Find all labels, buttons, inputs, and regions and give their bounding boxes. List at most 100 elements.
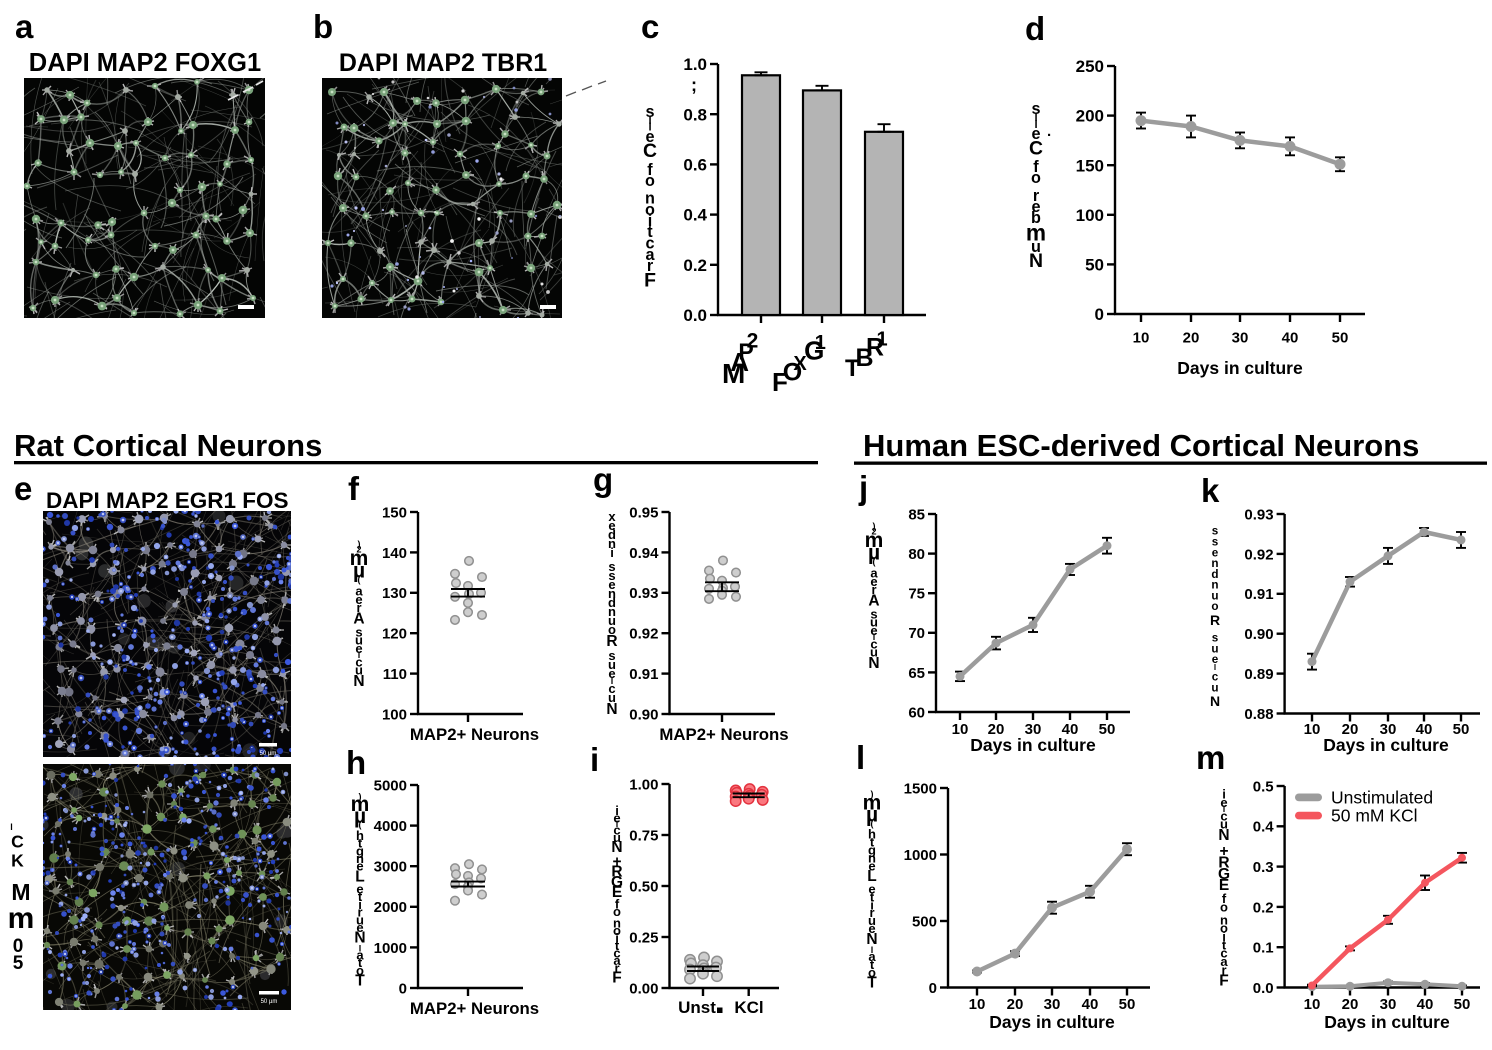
svg-text:0.95: 0.95 (629, 504, 658, 521)
svg-text:0.89: 0.89 (1244, 666, 1273, 683)
svg-text:10: 10 (969, 996, 986, 1013)
svg-text:1500: 1500 (904, 780, 937, 797)
svg-text:50: 50 (1332, 330, 1349, 347)
svg-text:i: i (1222, 787, 1226, 802)
svg-text:30: 30 (1044, 996, 1061, 1013)
svg-text:20: 20 (1183, 330, 1200, 347)
svg-text:g: g (356, 843, 364, 858)
svg-text:f: f (615, 897, 620, 912)
svg-text:o: o (608, 622, 616, 637)
svg-text:a: a (645, 246, 655, 264)
svg-text:e: e (14, 470, 32, 507)
svg-text:l: l (856, 739, 865, 776)
svg-text:0: 0 (1095, 305, 1104, 324)
svg-text:m: m (351, 793, 370, 816)
svg-text:0.6: 0.6 (683, 156, 707, 175)
svg-text:m: m (1196, 739, 1225, 776)
svg-text:M: M (11, 879, 30, 905)
svg-text:0.3: 0.3 (1253, 859, 1274, 876)
svg-text:h: h (346, 744, 366, 781)
svg-text:l: l (648, 115, 651, 127)
svg-text:x: x (608, 509, 616, 524)
svg-text:0.91: 0.91 (629, 666, 658, 683)
svg-text:l: l (1214, 663, 1216, 672)
svg-text:20: 20 (1342, 996, 1359, 1013)
svg-text:i: i (610, 545, 614, 560)
svg-text:d: d (608, 595, 616, 610)
svg-text:0.5: 0.5 (1253, 778, 1274, 795)
svg-text:T: T (867, 975, 877, 992)
svg-text:140: 140 (382, 545, 407, 562)
svg-text:30: 30 (1232, 330, 1249, 347)
svg-text:e: e (1031, 198, 1040, 216)
svg-text:u: u (356, 912, 364, 927)
svg-text:30: 30 (1380, 996, 1397, 1013)
svg-text:MAP2+ Neurons: MAP2+ Neurons (659, 725, 788, 744)
svg-text:75: 75 (908, 586, 925, 603)
svg-text:100: 100 (382, 706, 407, 723)
svg-text:e: e (608, 666, 615, 681)
svg-text:µ: µ (866, 803, 878, 826)
svg-text:a: a (613, 953, 621, 968)
svg-text:b: b (313, 8, 333, 45)
svg-text:b: b (1031, 209, 1041, 227)
svg-text:0.93: 0.93 (629, 585, 658, 602)
svg-text:10: 10 (1304, 721, 1321, 738)
svg-text:s: s (1031, 100, 1040, 118)
svg-text:l: l (648, 122, 651, 134)
svg-text:r: r (869, 905, 874, 920)
svg-text:N: N (354, 930, 365, 947)
svg-text:): ) (871, 789, 874, 799)
svg-text:MAP2+ Neurons: MAP2+ Neurons (410, 999, 539, 1018)
svg-text:): ) (358, 539, 361, 549)
svg-text:0: 0 (13, 936, 24, 957)
svg-text:1: 1 (877, 328, 888, 350)
svg-text:0.1: 0.1 (1253, 940, 1274, 957)
svg-text:g: g (593, 461, 613, 498)
svg-text:N: N (868, 655, 879, 672)
svg-text:e: e (870, 623, 877, 638)
svg-text:s: s (1212, 536, 1219, 549)
svg-text:500: 500 (912, 913, 937, 930)
svg-text:c: c (645, 235, 654, 253)
svg-text:M: M (722, 358, 745, 389)
svg-text:t: t (358, 955, 363, 970)
svg-text:l: l (10, 822, 13, 832)
svg-text:0: 0 (929, 980, 937, 997)
svg-text:o: o (1220, 899, 1228, 914)
svg-text:50: 50 (1453, 721, 1470, 738)
svg-text:a: a (355, 584, 363, 599)
svg-text:a: a (15, 8, 34, 45)
svg-text:t: t (647, 223, 653, 241)
svg-text:n: n (1211, 579, 1218, 592)
svg-text:40: 40 (1416, 721, 1433, 738)
svg-text:5: 5 (13, 953, 24, 974)
svg-text:a: a (868, 949, 876, 964)
svg-text:e: e (355, 592, 362, 607)
svg-text:F: F (612, 970, 621, 987)
svg-text:t: t (870, 835, 875, 850)
svg-text:Days in culture: Days in culture (989, 1012, 1115, 1032)
svg-text:g: g (868, 842, 876, 857)
svg-text:n: n (645, 190, 655, 208)
svg-text:d: d (1211, 568, 1218, 581)
svg-text:200: 200 (1076, 107, 1104, 126)
svg-text:0.75: 0.75 (629, 827, 658, 844)
svg-text:µ: µ (354, 805, 366, 828)
svg-text:Days in culture: Days in culture (1323, 735, 1449, 755)
svg-text:c: c (1212, 671, 1219, 684)
svg-text:4000: 4000 (374, 818, 407, 835)
svg-text:1: 1 (815, 332, 826, 354)
svg-text:u: u (1211, 589, 1218, 602)
svg-text:l: l (1223, 804, 1226, 814)
svg-text:µ: µ (353, 560, 365, 583)
svg-text:n: n (613, 916, 621, 931)
svg-text:n: n (1211, 557, 1218, 570)
svg-text:50: 50 (1454, 996, 1471, 1013)
svg-text:m: m (1026, 220, 1046, 246)
svg-text:s: s (645, 103, 654, 121)
svg-text:150: 150 (382, 504, 407, 521)
svg-text:n: n (608, 586, 616, 601)
svg-text:c: c (870, 636, 877, 651)
svg-text:i: i (590, 741, 599, 778)
